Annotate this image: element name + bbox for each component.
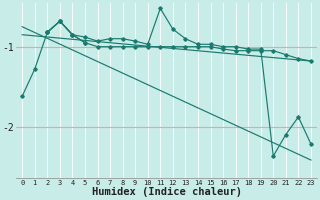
X-axis label: Humidex (Indice chaleur): Humidex (Indice chaleur) — [92, 187, 242, 197]
